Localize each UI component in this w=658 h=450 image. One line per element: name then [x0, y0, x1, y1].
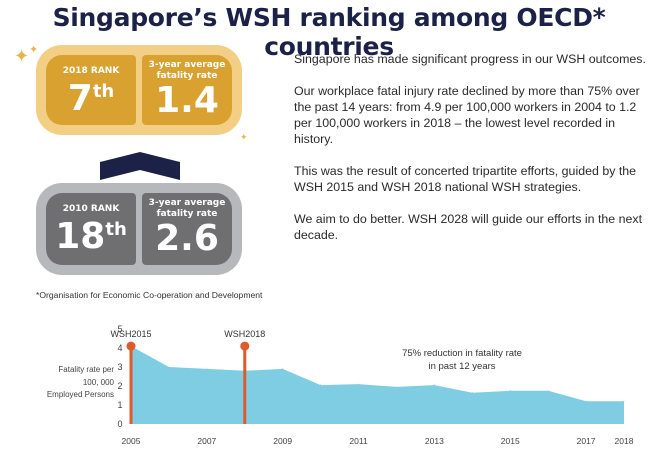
rank-2010-cell: 2010 RANK 18th [46, 193, 136, 265]
paragraph: Our workplace fatal injury rate declined… [294, 84, 640, 146]
x-tick-label: 2007 [197, 436, 216, 446]
y-axis-label: Fatality rate per 100, 000 Employed Pers… [22, 364, 114, 402]
rate-2018-label: 3-year average fatality rate [142, 60, 232, 82]
sparkle-icon: ✦ [240, 133, 248, 143]
chart-annotation: 75% reduction in fatality rate [402, 348, 522, 359]
chart-annotation: in past 12 years [428, 361, 495, 372]
data-point [471, 392, 473, 394]
strategy-marker-label: WSH2018 [224, 329, 265, 339]
x-tick-label: 2013 [425, 436, 444, 446]
y-tick-label: 1 [117, 400, 122, 410]
rate-2018-cell: 3-year average fatality rate 1.4 [142, 55, 232, 125]
paragraph: This was the result of concerted tripart… [294, 164, 637, 194]
rate-2010-value: 2.6 [155, 218, 219, 259]
rank-2010-card: 2010 RANK 18th 3-year average fatality ra… [36, 183, 242, 275]
rank-2010-value: 18th [46, 219, 136, 255]
footnote: *Organisation for Economic Co-operation … [36, 290, 263, 300]
rate-label-line1: 3-year average [148, 198, 226, 208]
data-point [547, 390, 549, 392]
data-point [282, 368, 284, 370]
rank-suffix: th [92, 81, 115, 102]
x-tick-label: 2015 [501, 436, 520, 446]
x-tick-label: 2017 [577, 436, 596, 446]
y-tick-label: 5 [117, 324, 122, 334]
x-tick-label: 2011 [349, 436, 368, 446]
y-axis-label-line: Employed Persons [46, 390, 114, 399]
chevron-up-icon [100, 152, 180, 180]
y-tick-label: 4 [117, 343, 122, 353]
rate-label-line2: fatality rate [156, 209, 218, 219]
sparkle-icon: ✦ [14, 46, 30, 67]
fatality-rate-area [131, 346, 624, 424]
data-point [623, 400, 625, 402]
body-text: Singapore has made significant progress … [294, 51, 654, 259]
y-tick-label: 2 [117, 381, 122, 391]
fatality-rate-chart: 0 1 2 3 4 5 2005 2007 2009 2011 2013 2015 2017 2018 WS… [110, 324, 634, 446]
strategy-marker-dot [240, 341, 250, 351]
y-axis-label-line: 100, 000 [82, 377, 114, 387]
strategy-marker-label: WSH2015 [110, 329, 151, 339]
rank-2018-card: 2018 RANK 7th 3-year average fatality rat… [36, 45, 242, 135]
data-point [320, 384, 322, 386]
data-point [509, 390, 511, 392]
sparkle-icon: ✦ [29, 43, 39, 56]
rank-2018-label: 2018 RANK [62, 66, 120, 76]
rank-2010-label: 2010 RANK [62, 204, 120, 214]
x-tick-label: 2009 [273, 436, 292, 446]
rank-2018-value: 7th [46, 81, 136, 117]
rate-2018-value: 1.4 [155, 80, 219, 121]
rank-number: 7 [67, 78, 93, 119]
rank-number: 18 [55, 216, 106, 257]
paragraph: Singapore has made significant progress … [294, 52, 646, 66]
y-axis-label-line: Fatality rate per [58, 365, 114, 374]
data-point [585, 400, 587, 402]
rate-label-line1: 3-year average [148, 60, 226, 70]
paragraph: We aim to do better. WSH 2028 will guide… [294, 212, 643, 242]
data-point [358, 383, 360, 385]
rank-2018-cell: 2018 RANK 7th [46, 55, 136, 125]
data-point [168, 366, 170, 368]
rank-suffix: th [105, 219, 127, 240]
data-point [206, 368, 208, 370]
y-tick-label: 3 [117, 362, 122, 372]
data-point [395, 386, 397, 388]
strategy-marker-dot [126, 341, 136, 351]
page-title: Singapore’s WSH ranking among OECD* coun… [52, 3, 606, 61]
x-tick-label: 2005 [122, 436, 141, 446]
data-point [433, 384, 435, 386]
rate-label-line2: fatality rate [156, 71, 218, 81]
rate-2010-cell: 3-year average fatality rate 2.6 [142, 193, 232, 265]
x-tick-label: 2018 [615, 436, 634, 446]
y-tick-label: 0 [117, 419, 122, 429]
rate-2010-label: 3-year average fatality rate [142, 198, 232, 220]
